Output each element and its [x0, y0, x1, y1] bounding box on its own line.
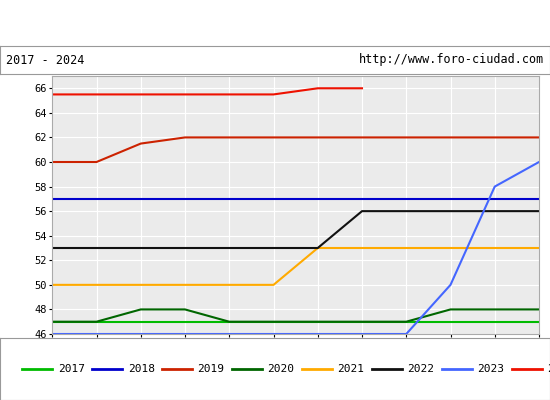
Text: 2017: 2017 [58, 364, 85, 374]
Text: 2018: 2018 [128, 364, 155, 374]
Text: 2024: 2024 [547, 364, 550, 374]
Text: 2017 - 2024: 2017 - 2024 [6, 54, 84, 66]
Text: 2019: 2019 [197, 364, 224, 374]
Text: Evolucion num de emigrantes en Aldeaquemada: Evolucion num de emigrantes en Aldeaquem… [79, 15, 471, 31]
Text: 2021: 2021 [338, 364, 365, 374]
Text: 2020: 2020 [267, 364, 295, 374]
Text: http://www.foro-ciudad.com: http://www.foro-ciudad.com [359, 54, 544, 66]
Text: 2023: 2023 [477, 364, 504, 374]
Text: 2022: 2022 [408, 364, 435, 374]
